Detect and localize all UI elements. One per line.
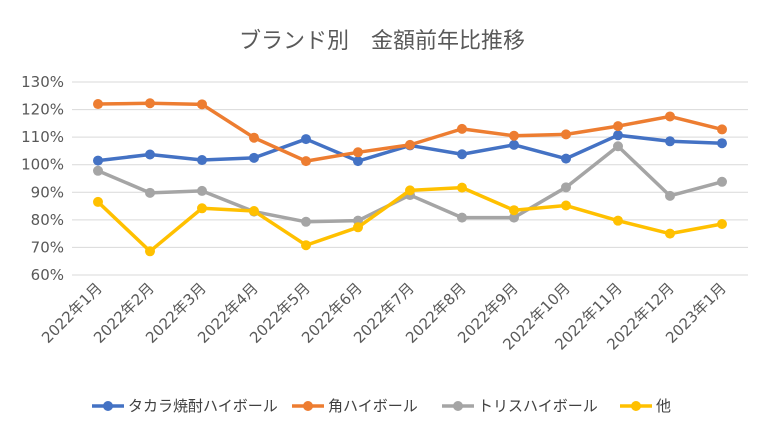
legend-marker xyxy=(631,401,641,411)
data-point xyxy=(197,203,207,214)
data-point xyxy=(249,152,259,163)
data-point xyxy=(353,222,363,233)
data-point xyxy=(717,124,727,135)
data-point xyxy=(665,111,675,122)
data-point xyxy=(197,155,207,166)
data-point xyxy=(509,212,519,223)
y-tick-label: 120% xyxy=(21,101,64,119)
data-point xyxy=(665,190,675,201)
data-point xyxy=(145,246,155,257)
series-line xyxy=(97,101,723,163)
legend-marker xyxy=(453,401,463,411)
data-point xyxy=(145,98,155,109)
data-point xyxy=(717,176,727,187)
data-point xyxy=(145,187,155,198)
data-point xyxy=(613,141,623,152)
data-point xyxy=(665,136,675,147)
data-point xyxy=(509,130,519,141)
data-point xyxy=(561,153,571,164)
y-tick-label: 110% xyxy=(21,128,64,146)
x-axis-ticks: 2022年1月2022年2月2022年3月2022年4月2022年5月2022年… xyxy=(38,279,730,353)
y-tick-label: 60% xyxy=(31,266,64,284)
data-point xyxy=(405,139,415,150)
data-point xyxy=(613,121,623,132)
data-point xyxy=(717,138,727,149)
data-point xyxy=(561,182,571,193)
y-tick-label: 70% xyxy=(31,238,64,256)
data-point xyxy=(93,196,103,207)
data-point xyxy=(197,185,207,196)
data-point xyxy=(457,212,467,223)
data-point xyxy=(457,182,467,193)
y-tick-label: 130% xyxy=(21,73,64,91)
data-point xyxy=(665,228,675,239)
legend-marker xyxy=(103,401,113,411)
data-point xyxy=(93,155,103,166)
legend-item: トリスハイボール xyxy=(442,397,598,415)
gridlines xyxy=(72,81,748,276)
y-tick-label: 100% xyxy=(21,156,64,174)
y-tick-label: 80% xyxy=(31,211,64,229)
data-point xyxy=(561,129,571,140)
legend-label: 角ハイボール xyxy=(328,397,418,415)
data-point xyxy=(457,149,467,160)
series-角ハイボール xyxy=(93,98,727,167)
legend: タカラ焼酎ハイボール 角ハイボール トリスハイボール 他 xyxy=(92,397,671,415)
data-point xyxy=(249,132,259,143)
data-point xyxy=(613,130,623,141)
data-point xyxy=(561,200,571,211)
data-point xyxy=(145,149,155,160)
data-point xyxy=(301,216,311,227)
legend-label: タカラ焼酎ハイボール xyxy=(128,397,278,415)
series-group xyxy=(93,98,727,257)
data-point xyxy=(93,165,103,176)
data-point xyxy=(301,134,311,145)
data-point xyxy=(353,156,363,167)
data-point xyxy=(405,185,415,196)
data-point xyxy=(353,147,363,158)
data-point xyxy=(509,139,519,150)
data-point xyxy=(613,215,623,226)
series-トリスハイボール xyxy=(93,141,727,227)
data-point xyxy=(301,156,311,167)
data-point xyxy=(457,123,467,134)
series-他 xyxy=(93,182,727,257)
data-point xyxy=(93,99,103,110)
legend-item: 角ハイボール xyxy=(292,397,418,415)
data-point xyxy=(197,99,207,110)
legend-label: トリスハイボール xyxy=(478,397,598,415)
y-axis-ticks: 60% 70% 80% 90% 100% 110% 120% 130% xyxy=(21,73,64,284)
legend-marker xyxy=(303,401,313,411)
y-tick-label: 90% xyxy=(31,183,64,201)
legend-label: 他 xyxy=(656,397,671,415)
data-point xyxy=(717,218,727,229)
legend-item: タカラ焼酎ハイボール xyxy=(92,397,278,415)
legend-item: 他 xyxy=(620,397,671,415)
chart-title: ブランド別 金額前年比推移 xyxy=(239,29,525,54)
data-point xyxy=(509,205,519,216)
data-point xyxy=(249,206,259,217)
data-point xyxy=(301,240,311,251)
